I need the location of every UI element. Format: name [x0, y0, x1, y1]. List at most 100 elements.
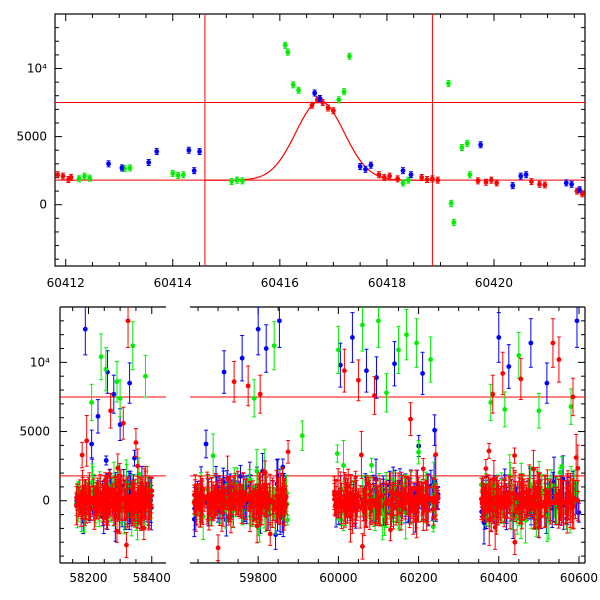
y-tick-label: 10⁴ — [27, 61, 47, 75]
red-point — [247, 495, 252, 500]
red-point — [211, 501, 217, 507]
red-point — [55, 172, 61, 178]
red-point — [285, 449, 291, 455]
green-outlier-point — [114, 379, 120, 385]
red-point — [270, 500, 276, 506]
red-point — [367, 505, 373, 511]
y-tick-label: 5000 — [16, 130, 47, 144]
red-outlier-point — [108, 408, 114, 414]
green-point — [76, 176, 82, 182]
green-point — [82, 173, 87, 179]
green-point — [369, 462, 374, 468]
blue-point — [197, 149, 202, 154]
green-point — [347, 53, 352, 59]
red-point — [236, 502, 242, 507]
red-point — [124, 496, 130, 502]
red-point — [220, 504, 226, 509]
green-point — [405, 177, 411, 183]
red-point — [381, 175, 387, 180]
green-point — [127, 165, 133, 171]
red-point — [430, 176, 435, 182]
red-point — [100, 491, 106, 497]
red-point — [109, 487, 115, 493]
red-outlier-point — [125, 318, 131, 324]
blue-point — [273, 532, 278, 538]
blue-point — [368, 162, 374, 168]
red-point — [542, 182, 548, 188]
red-point — [420, 466, 426, 472]
red-outlier-point — [114, 528, 120, 534]
red-point — [435, 177, 441, 183]
green-point — [336, 97, 342, 103]
green-point — [341, 89, 347, 95]
green-point — [285, 517, 290, 523]
top-plot-frame — [54, 13, 586, 267]
red-point — [433, 452, 439, 457]
blue-point — [408, 172, 414, 178]
blue-outlier-point — [89, 441, 95, 447]
red-outlier-point — [120, 420, 126, 426]
green-outlier-point — [143, 373, 148, 379]
green-point — [170, 170, 176, 176]
green-point — [467, 172, 473, 178]
red-point — [68, 175, 74, 180]
red-point — [60, 173, 66, 179]
bottom-plot-area-left — [60, 307, 166, 559]
red-point — [232, 489, 238, 495]
green-point — [229, 179, 235, 184]
green-outlier-point — [98, 354, 104, 360]
green-point — [234, 177, 240, 183]
blue-outlier-point — [111, 391, 117, 397]
blue-outlier-point — [82, 326, 88, 332]
red-outlier-point — [133, 440, 139, 446]
green-point — [557, 470, 563, 475]
green-point — [341, 463, 346, 468]
red-point — [135, 463, 141, 469]
blue-point — [563, 180, 569, 186]
top-plot-area — [55, 14, 585, 266]
red-point — [384, 501, 390, 507]
green-point — [285, 49, 291, 55]
red-point — [146, 500, 152, 506]
blue-point — [510, 183, 516, 189]
green-point — [181, 172, 186, 178]
green-point — [282, 42, 288, 48]
red-point — [84, 438, 90, 444]
red-point — [434, 493, 439, 499]
red-point — [325, 105, 331, 111]
red-point — [227, 496, 233, 502]
red-point — [529, 179, 534, 184]
blue-point — [478, 142, 484, 148]
red-point — [348, 501, 354, 507]
red-point — [225, 476, 231, 482]
blue-point — [146, 160, 152, 165]
red-point — [278, 496, 283, 501]
red-point — [110, 499, 116, 505]
blue-point — [186, 147, 192, 153]
green-point — [459, 145, 465, 150]
red-point — [78, 506, 84, 512]
red-point — [360, 499, 366, 505]
green-point — [210, 453, 216, 459]
bottom-panel: 58200 58400 59800 60000 60200 60400 6060005000… — [19, 306, 598, 585]
green-point — [290, 82, 296, 88]
top-panel: 60412 60414 60416 60418 60420 0 5000 10⁴ — [16, 13, 586, 290]
red-point — [79, 496, 85, 502]
red-point — [332, 496, 337, 502]
blue-point — [312, 90, 318, 96]
red-point — [74, 503, 79, 509]
red-point — [354, 498, 359, 503]
red-point — [115, 465, 121, 471]
red-point — [418, 489, 424, 495]
red-point — [483, 179, 489, 185]
blue-point — [317, 96, 323, 101]
red-point — [414, 514, 419, 520]
blue-point — [106, 161, 111, 167]
red-point — [239, 495, 245, 501]
green-point — [239, 178, 245, 184]
red-point — [332, 503, 338, 508]
red-point — [141, 525, 147, 531]
red-point — [193, 505, 199, 511]
green-point — [254, 468, 260, 474]
